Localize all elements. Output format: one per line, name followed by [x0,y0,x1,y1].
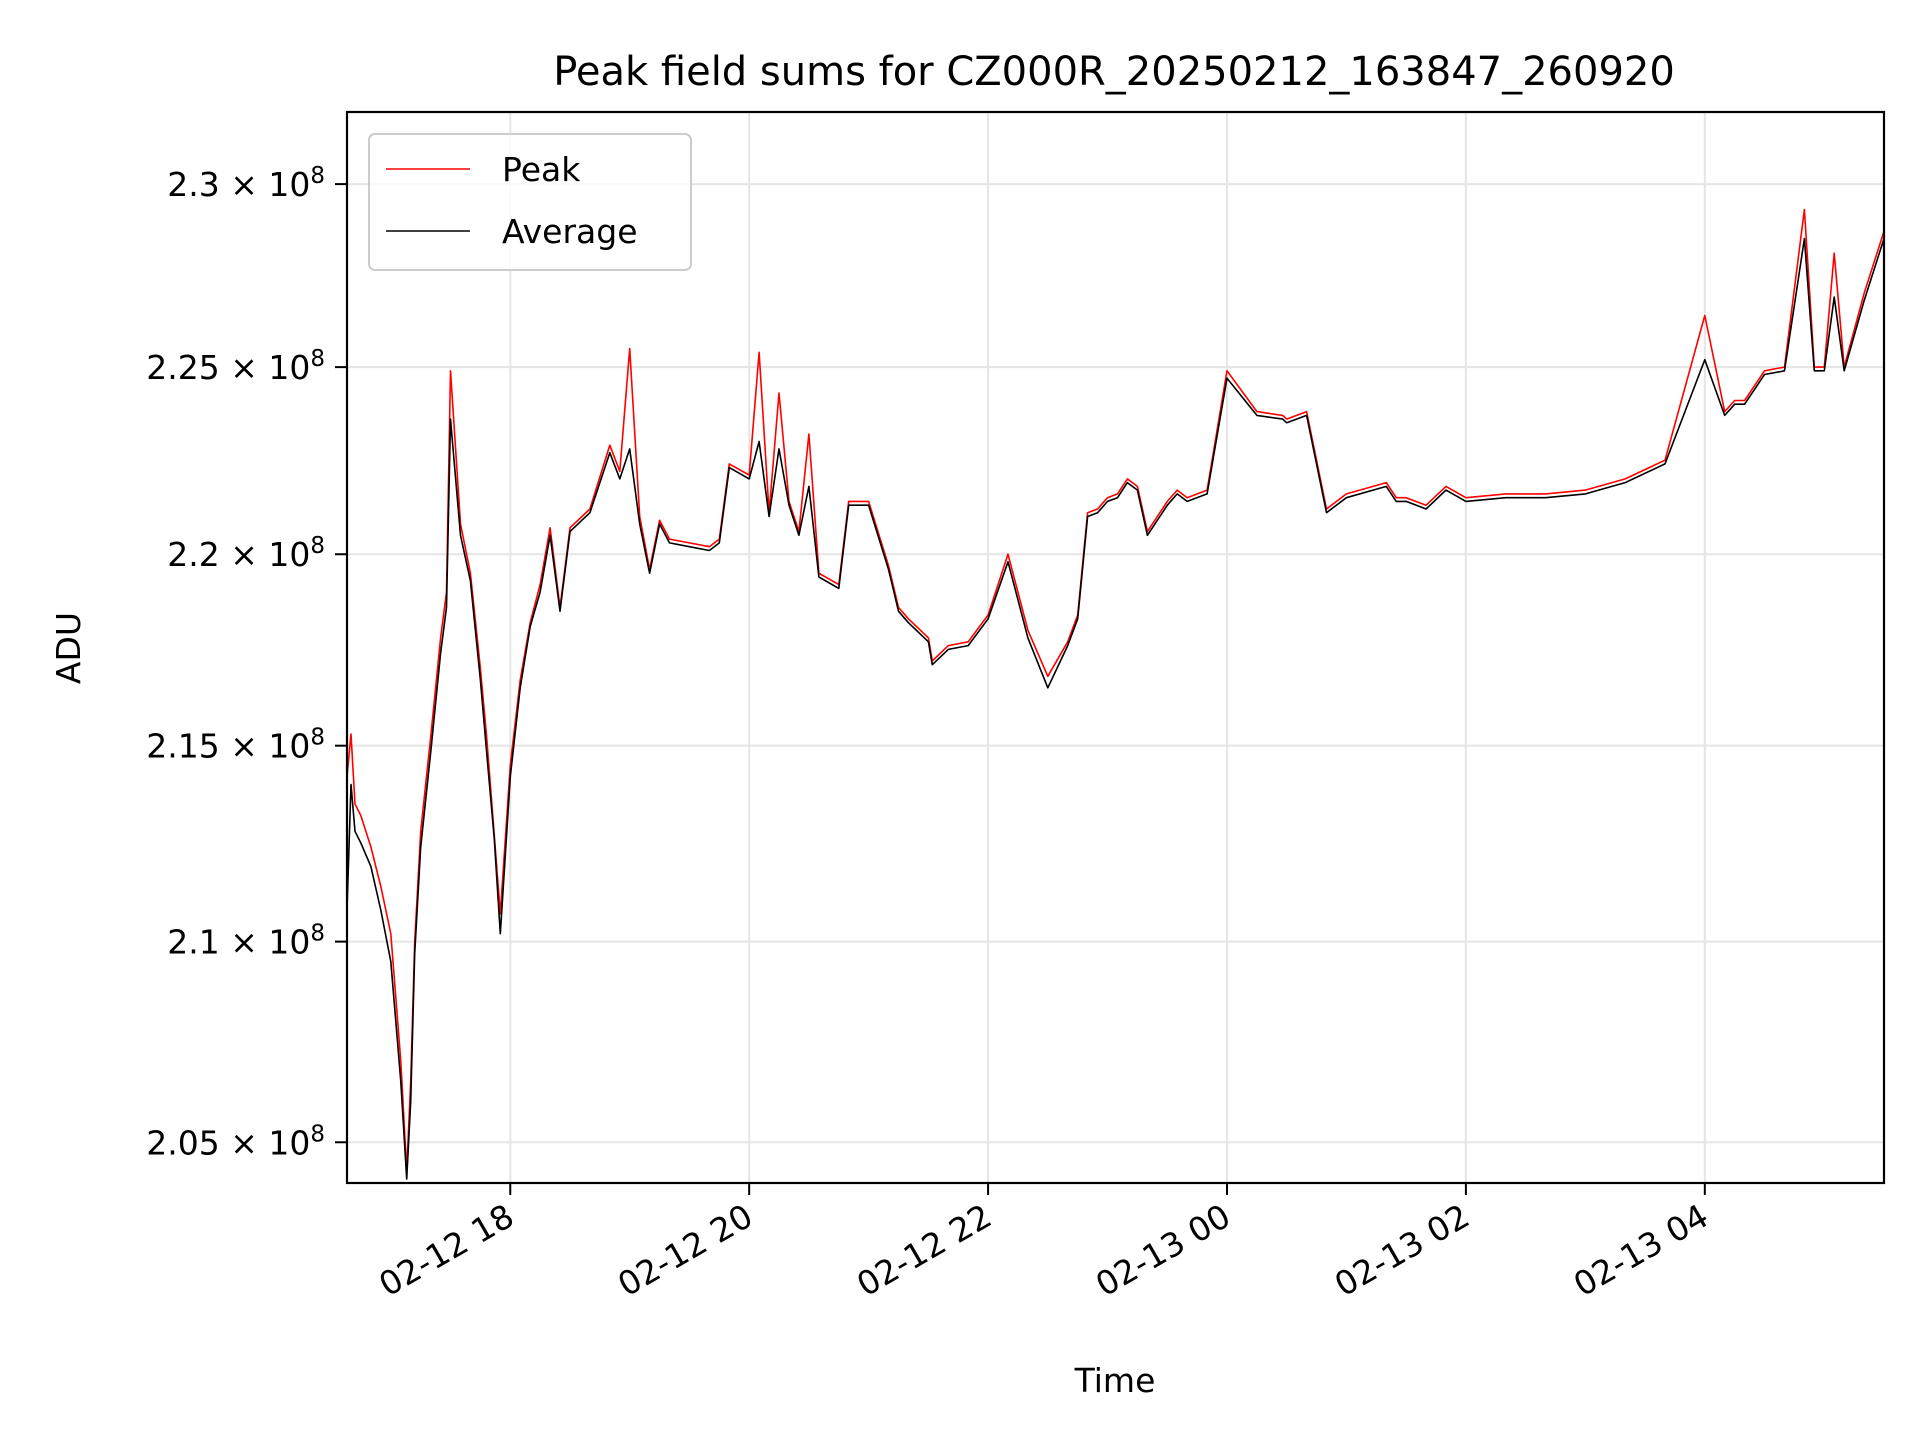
chart-title: Peak field sums for CZ000R_20250212_1638… [553,49,1675,95]
legend-box [368,133,692,271]
y-axis-title: ADU [49,612,88,684]
series-line-average [346,237,1885,1180]
plot-lines [346,208,1885,1180]
y-tick-label: 2.15 × 108 [146,725,325,766]
legend: Peak Average [368,133,692,271]
y-tick-label: 2.3 × 108 [167,163,325,204]
y-tick-label: 2.05 × 108 [146,1121,325,1162]
y-tick-label: 2.25 × 108 [146,346,325,387]
y-axis-ticks: 2.05 × 108 2.1 × 108 2.15 × 108 2.2 × 108 2.… [146,163,347,1162]
y-tick-label: 2.2 × 108 [167,533,325,574]
grid-lines [347,112,1884,1183]
x-axis-title: Time [1074,1361,1156,1400]
y-tick-label: 2.1 × 108 [167,921,325,962]
legend-peak-label: Peak [502,150,581,189]
series-line-peak [346,208,1885,1172]
legend-average-label: Average [502,212,638,251]
plot-frame [345,110,1886,1185]
